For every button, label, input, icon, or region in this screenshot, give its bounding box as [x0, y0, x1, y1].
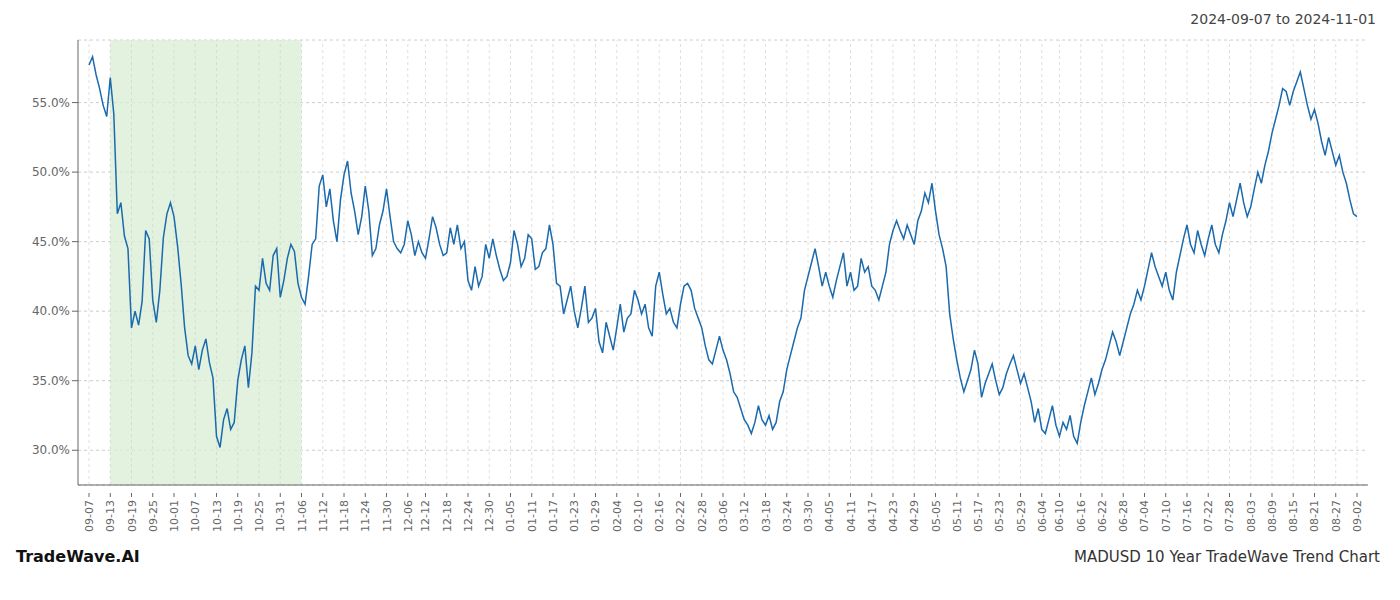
svg-text:01-17: 01-17 [547, 500, 560, 532]
svg-text:10-31: 10-31 [274, 500, 287, 532]
svg-text:40.0%: 40.0% [32, 304, 70, 318]
svg-text:05-05: 05-05 [930, 500, 943, 532]
svg-text:01-05: 01-05 [504, 500, 517, 532]
svg-text:04-17: 04-17 [866, 500, 879, 532]
svg-text:02-10: 02-10 [632, 500, 645, 532]
svg-text:02-04: 02-04 [611, 500, 624, 532]
svg-text:03-18: 03-18 [760, 500, 773, 532]
svg-text:12-30: 12-30 [483, 500, 496, 532]
svg-text:12-06: 12-06 [402, 500, 415, 532]
svg-text:12-18: 12-18 [441, 500, 454, 532]
svg-text:35.0%: 35.0% [32, 374, 70, 388]
svg-text:05-23: 05-23 [993, 500, 1006, 532]
svg-text:08-15: 08-15 [1287, 500, 1300, 532]
svg-text:04-29: 04-29 [908, 500, 921, 532]
svg-text:11-24: 11-24 [359, 500, 372, 532]
svg-text:07-22: 07-22 [1202, 500, 1215, 532]
svg-text:08-09: 08-09 [1266, 500, 1279, 532]
svg-text:03-06: 03-06 [717, 500, 730, 532]
svg-text:12-24: 12-24 [462, 500, 475, 532]
html-text:TradeWave.AI: TradeWave.AI [16, 547, 140, 566]
svg-text:06-28: 06-28 [1117, 500, 1130, 532]
svg-text:05-17: 05-17 [972, 500, 985, 532]
svg-text:11-30: 11-30 [381, 500, 394, 532]
svg-text:08-03: 08-03 [1245, 500, 1258, 532]
svg-text:10-25: 10-25 [253, 500, 266, 532]
svg-text:06-16: 06-16 [1075, 500, 1088, 532]
svg-text:04-11: 04-11 [845, 500, 858, 532]
svg-text:07-10: 07-10 [1160, 500, 1173, 532]
html-text:MADUSD 10 Year TradeWave Trend: MADUSD 10 Year TradeWave Trend Chart [1074, 548, 1380, 566]
svg-text:02-16: 02-16 [653, 500, 666, 532]
svg-text:02-22: 02-22 [674, 500, 687, 532]
svg-text:09-13: 09-13 [104, 500, 117, 532]
svg-text:07-04: 07-04 [1138, 500, 1151, 532]
svg-text:04-23: 04-23 [887, 500, 900, 532]
svg-text:11-06: 11-06 [296, 500, 309, 532]
svg-text:50.0%: 50.0% [32, 165, 70, 179]
svg-text:55.0%: 55.0% [32, 96, 70, 110]
html-text:2024-09-07 to 2024-11-01: 2024-09-07 to 2024-11-01 [1190, 11, 1376, 27]
svg-text:07-28: 07-28 [1223, 500, 1236, 532]
svg-text:09-07: 09-07 [83, 500, 96, 532]
svg-text:02-28: 02-28 [696, 500, 709, 532]
svg-text:10-07: 10-07 [189, 500, 202, 532]
svg-text:05-11: 05-11 [951, 500, 964, 532]
svg-text:03-24: 03-24 [781, 500, 794, 532]
svg-text:08-21: 08-21 [1308, 500, 1321, 532]
svg-text:06-22: 06-22 [1096, 500, 1109, 532]
svg-text:03-30: 03-30 [802, 500, 815, 532]
svg-text:05-29: 05-29 [1015, 500, 1028, 532]
svg-text:04-05: 04-05 [823, 500, 836, 532]
svg-text:01-29: 01-29 [589, 500, 602, 532]
svg-text:11-12: 11-12 [317, 500, 330, 532]
svg-text:10-19: 10-19 [232, 500, 245, 532]
svg-text:06-04: 06-04 [1036, 500, 1049, 532]
svg-text:30.0%: 30.0% [32, 443, 70, 457]
svg-text:07-16: 07-16 [1181, 500, 1194, 532]
svg-text:08-27: 08-27 [1330, 500, 1343, 532]
svg-text:45.0%: 45.0% [32, 235, 70, 249]
svg-text:06-10: 06-10 [1053, 500, 1066, 532]
svg-text:10-01: 10-01 [168, 500, 181, 532]
svg-text:10-13: 10-13 [211, 500, 224, 532]
svg-text:01-11: 01-11 [526, 500, 539, 532]
svg-text:03-12: 03-12 [738, 500, 751, 532]
svg-text:12-12: 12-12 [419, 500, 432, 532]
svg-text:09-19: 09-19 [126, 500, 139, 532]
svg-text:01-23: 01-23 [568, 500, 581, 532]
svg-text:11-18: 11-18 [338, 500, 351, 532]
svg-text:09-02: 09-02 [1351, 500, 1364, 532]
svg-text:09-25: 09-25 [147, 500, 160, 532]
